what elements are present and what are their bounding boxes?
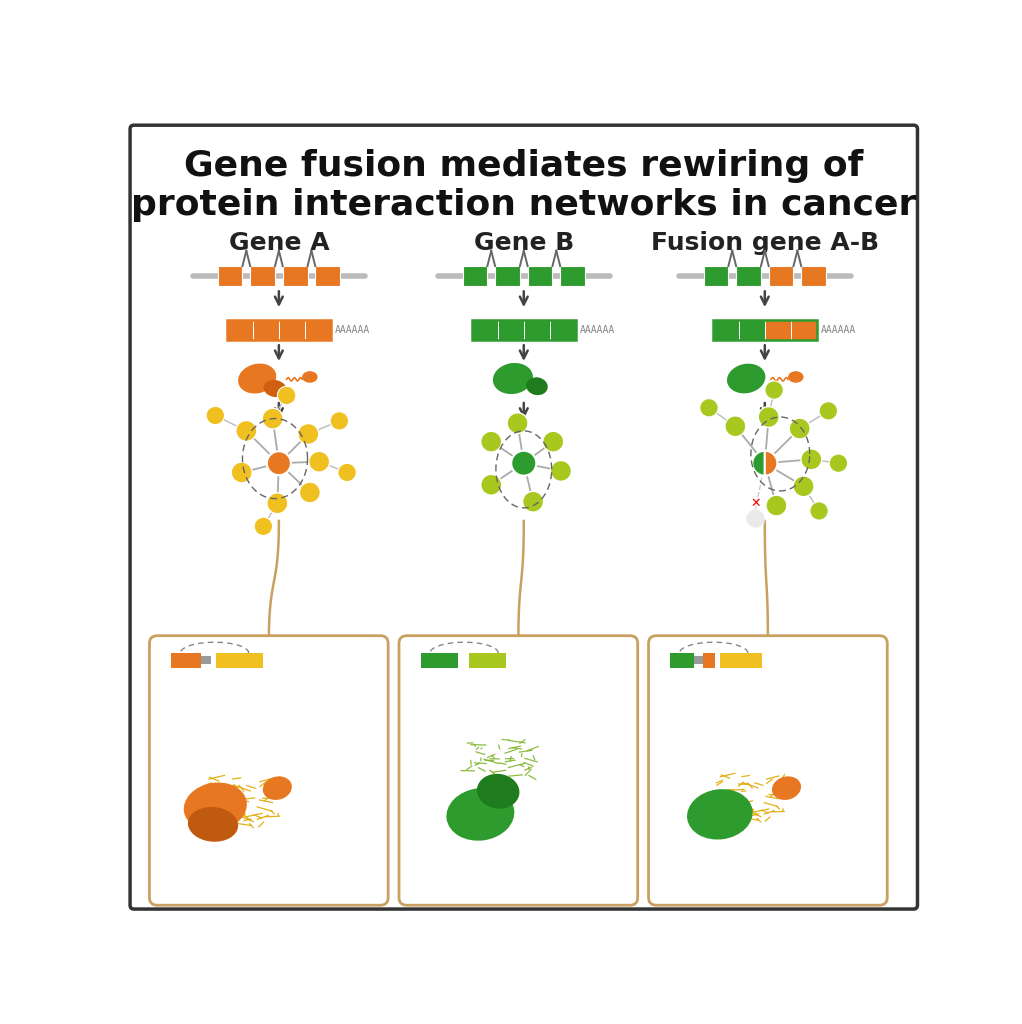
Bar: [495, 266, 520, 286]
FancyBboxPatch shape: [399, 636, 638, 905]
Circle shape: [820, 401, 838, 420]
Text: Gene A: Gene A: [229, 231, 329, 255]
Circle shape: [480, 431, 502, 452]
Bar: [719, 653, 762, 668]
Circle shape: [267, 493, 288, 514]
Circle shape: [764, 381, 783, 399]
Circle shape: [231, 462, 252, 483]
Bar: [713, 321, 739, 340]
Wedge shape: [752, 451, 764, 476]
Bar: [694, 656, 703, 665]
Bar: [801, 266, 826, 286]
Circle shape: [309, 452, 330, 472]
Bar: [250, 266, 275, 286]
Bar: [469, 653, 506, 668]
Bar: [713, 321, 817, 340]
Bar: [227, 321, 252, 340]
Text: AAAAAA: AAAAAA: [580, 325, 615, 335]
FancyBboxPatch shape: [649, 636, 887, 905]
Circle shape: [746, 509, 764, 528]
FancyBboxPatch shape: [130, 125, 918, 909]
Bar: [703, 266, 729, 286]
Bar: [498, 321, 523, 340]
Ellipse shape: [263, 776, 292, 800]
Wedge shape: [764, 451, 778, 476]
Ellipse shape: [188, 807, 238, 842]
Bar: [305, 321, 330, 340]
Ellipse shape: [184, 782, 247, 830]
Bar: [200, 656, 212, 665]
Circle shape: [277, 386, 295, 404]
Circle shape: [297, 424, 319, 444]
Circle shape: [236, 421, 257, 441]
Circle shape: [809, 502, 828, 520]
Circle shape: [801, 449, 822, 470]
Circle shape: [700, 398, 718, 417]
Ellipse shape: [772, 776, 801, 800]
FancyBboxPatch shape: [149, 636, 388, 905]
Circle shape: [758, 407, 779, 427]
Bar: [279, 321, 305, 340]
Text: ✕: ✕: [750, 497, 760, 510]
Circle shape: [267, 452, 291, 475]
Ellipse shape: [727, 364, 765, 393]
Ellipse shape: [447, 788, 514, 841]
Bar: [765, 321, 791, 340]
Circle shape: [511, 451, 537, 476]
Ellipse shape: [303, 372, 318, 383]
Bar: [736, 266, 761, 286]
Circle shape: [480, 474, 502, 496]
Circle shape: [543, 431, 564, 452]
Bar: [283, 266, 308, 286]
Bar: [791, 321, 817, 340]
Bar: [739, 321, 764, 340]
Circle shape: [522, 492, 544, 512]
Bar: [524, 321, 550, 340]
Bar: [472, 321, 575, 340]
Circle shape: [254, 517, 273, 536]
Bar: [472, 321, 498, 340]
Circle shape: [338, 463, 357, 481]
Circle shape: [793, 476, 814, 497]
Circle shape: [206, 407, 225, 425]
Bar: [253, 321, 279, 340]
Bar: [216, 653, 263, 668]
Ellipse shape: [687, 790, 752, 840]
Bar: [550, 321, 575, 340]
Ellipse shape: [788, 372, 803, 383]
Ellipse shape: [264, 380, 286, 397]
Ellipse shape: [526, 377, 548, 395]
Circle shape: [765, 496, 787, 516]
Bar: [527, 266, 553, 286]
Circle shape: [263, 409, 283, 429]
Bar: [560, 266, 585, 286]
Text: AAAAAA: AAAAAA: [335, 325, 371, 335]
Bar: [421, 653, 458, 668]
Text: Gene B: Gene B: [473, 231, 574, 255]
Bar: [703, 653, 715, 668]
Bar: [316, 266, 340, 286]
Circle shape: [725, 416, 746, 436]
Text: AAAAAA: AAAAAA: [822, 325, 856, 335]
Circle shape: [829, 454, 847, 472]
Ellipse shape: [493, 362, 532, 394]
Circle shape: [789, 418, 810, 439]
Bar: [218, 266, 242, 286]
Bar: [670, 653, 694, 668]
Bar: [227, 321, 330, 340]
Circle shape: [299, 482, 320, 503]
Text: Fusion gene A-B: Fusion gene A-B: [651, 231, 879, 255]
Text: protein interaction networks in cancer: protein interaction networks in cancer: [131, 187, 917, 221]
Bar: [463, 266, 487, 286]
Text: Gene fusion mediates rewiring of: Gene fusion mediates rewiring of: [184, 150, 864, 183]
Circle shape: [551, 461, 571, 481]
Ellipse shape: [477, 774, 519, 809]
Bar: [171, 653, 200, 668]
Bar: [769, 266, 793, 286]
Circle shape: [507, 413, 528, 433]
Circle shape: [330, 412, 349, 430]
Ellipse shape: [238, 364, 276, 393]
